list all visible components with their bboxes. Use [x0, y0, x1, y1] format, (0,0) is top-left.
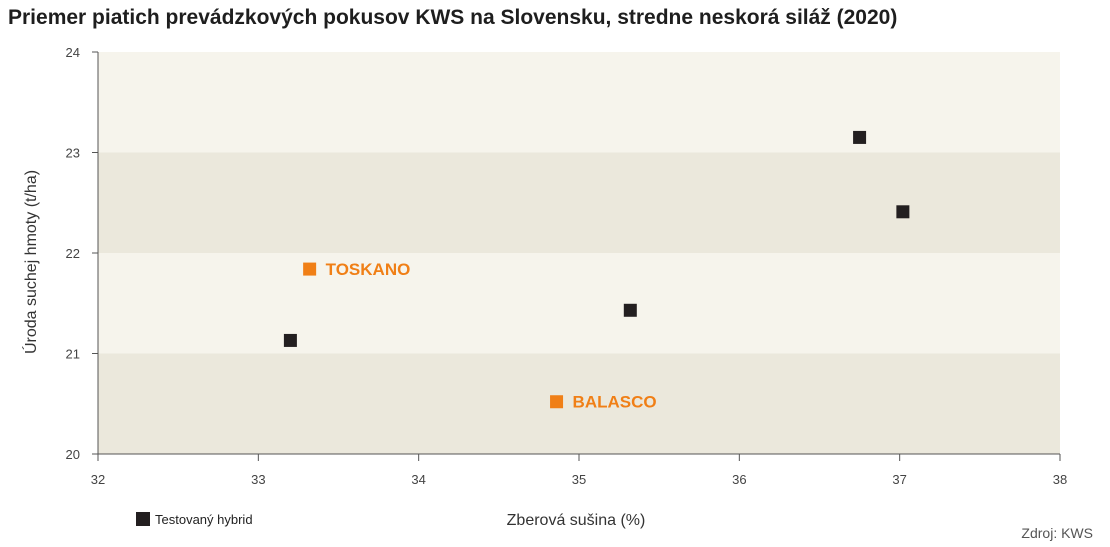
data-point: [623, 303, 637, 317]
y-tick-label: 21: [66, 347, 80, 362]
x-tick-label: 38: [1053, 472, 1067, 487]
background-band: [98, 253, 1060, 354]
source-note: Zdroj: KWS: [1021, 525, 1093, 541]
x-tick-label: 32: [91, 472, 105, 487]
y-tick-label: 22: [66, 246, 80, 261]
point-label: TOSKANO: [326, 260, 411, 279]
background-band: [98, 152, 1060, 253]
x-tick-label: 37: [892, 472, 906, 487]
x-tick-label: 36: [732, 472, 746, 487]
background-band: [98, 353, 1060, 454]
y-tick-label: 20: [66, 447, 80, 462]
y-tick-label: 24: [66, 45, 80, 60]
point-label: BALASCO: [573, 393, 657, 412]
x-tick-label: 35: [572, 472, 586, 487]
legend-label: Testovaný hybrid: [155, 512, 253, 527]
data-points: TOSKANO BALASCO: [283, 130, 910, 412]
data-point: [896, 205, 910, 219]
x-tick-label: 34: [411, 472, 425, 487]
highlight-point: [303, 262, 317, 276]
x-tick-label: 33: [251, 472, 265, 487]
data-point: [283, 333, 297, 347]
chart-title: Priemer piatich prevádzkových pokusov KW…: [8, 6, 898, 29]
data-point: [853, 130, 867, 144]
y-axis-label: Úroda suchej hmoty (t/ha): [21, 170, 40, 354]
highlight-point: [550, 395, 564, 409]
background-band: [98, 52, 1060, 153]
x-ticks: 32 33 34 35 36 37 38: [91, 454, 1067, 487]
x-axis-label: Zberová sušina (%): [507, 512, 646, 529]
legend-marker: [136, 512, 150, 526]
y-tick-label: 23: [66, 146, 80, 161]
y-ticks: 20 21 22 23 24: [66, 45, 98, 462]
background-bands: [98, 52, 1060, 454]
legend: Testovaný hybrid: [136, 512, 253, 527]
